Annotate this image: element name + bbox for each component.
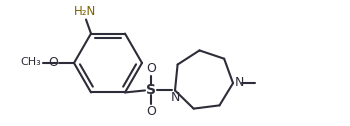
Text: O: O [146,62,156,75]
Text: CH₃: CH₃ [20,57,41,67]
Text: H₂N: H₂N [74,5,96,18]
Text: N: N [235,76,244,89]
Text: O: O [48,55,58,69]
Text: O: O [146,105,156,118]
Text: S: S [146,83,156,97]
Text: N: N [170,91,180,104]
